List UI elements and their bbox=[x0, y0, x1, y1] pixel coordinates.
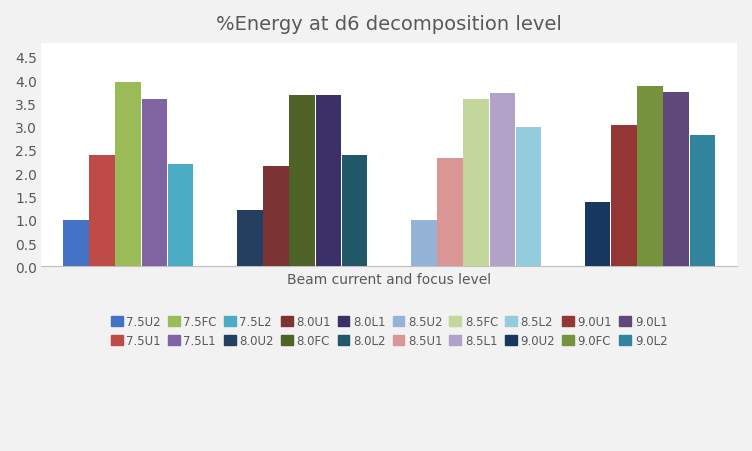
Bar bbox=[411, 220, 436, 267]
Bar bbox=[585, 202, 611, 267]
X-axis label: Beam current and focus level: Beam current and focus level bbox=[287, 272, 491, 286]
Bar bbox=[63, 220, 89, 267]
Bar bbox=[238, 211, 262, 267]
Bar bbox=[263, 167, 289, 267]
Bar bbox=[438, 159, 462, 267]
Bar bbox=[290, 96, 315, 267]
Bar bbox=[341, 155, 367, 267]
Bar bbox=[141, 100, 167, 267]
Bar bbox=[463, 100, 489, 267]
Bar bbox=[663, 92, 689, 267]
Bar bbox=[638, 87, 663, 267]
Legend: 7.5U2, 7.5U1, 7.5FC, 7.5L1, 7.5L2, 8.0U2, 8.0U1, 8.0FC, 8.0L1, 8.0L2, 8.5U2, 8.5: 7.5U2, 7.5U1, 7.5FC, 7.5L1, 7.5L2, 8.0U2… bbox=[106, 310, 672, 352]
Bar bbox=[116, 83, 141, 267]
Bar bbox=[168, 165, 193, 267]
Bar bbox=[490, 94, 515, 267]
Bar bbox=[690, 135, 715, 267]
Bar bbox=[611, 126, 637, 267]
Bar bbox=[316, 96, 341, 267]
Bar bbox=[516, 127, 541, 267]
Bar bbox=[89, 155, 115, 267]
Title: %Energy at d6 decomposition level: %Energy at d6 decomposition level bbox=[216, 15, 562, 34]
